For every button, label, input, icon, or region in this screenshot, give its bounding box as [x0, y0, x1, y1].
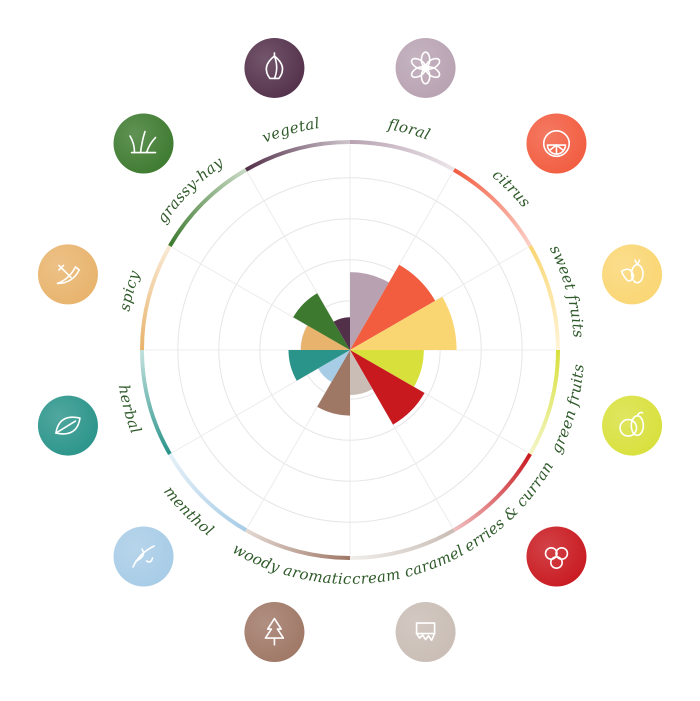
label-sweet-fruits: sweet fruits [546, 242, 588, 338]
grid-spoke [247, 349, 351, 528]
ring-arc-herbal [140, 349, 172, 455]
category-icons [37, 37, 663, 663]
wedge-sweet-fruits [350, 296, 457, 350]
wedge-woody-aromatic [317, 350, 350, 416]
flower-icon [395, 37, 456, 98]
berries-icon [526, 526, 587, 587]
ring-arc-menthol [168, 452, 248, 532]
herb-leaf-icon [37, 395, 98, 456]
onion-icon [244, 37, 305, 98]
ring-arc-grassy-hay [168, 168, 248, 248]
label-green-fruits: green fruits [547, 363, 588, 456]
label-herbal: herbal [115, 383, 145, 436]
lemon-slice-icon [526, 113, 587, 174]
ring-arc-floral [349, 140, 455, 172]
wedge-green-fruits [350, 350, 424, 387]
grass-icon [113, 113, 174, 174]
ring-arc-woody-aromatic [245, 528, 351, 560]
ring-arc-cream-caramel [349, 528, 455, 560]
wedge-cream-caramel [350, 350, 373, 396]
ring-arc-citrus [452, 168, 532, 248]
wedge-menthol [318, 350, 350, 382]
wedge-floral [350, 272, 389, 350]
ring-arc-green-fruits [528, 349, 560, 455]
wedge-herbal [288, 350, 350, 381]
wedges [288, 264, 457, 425]
grid-spoke [172, 349, 351, 453]
label-woody-aromatic: woody aromatic [230, 540, 352, 588]
label-spicy: spicy [115, 268, 143, 313]
wedge-berries-and-currant [350, 350, 425, 425]
label-floral: floral [386, 115, 433, 144]
ring-arc-vegetal [245, 140, 351, 172]
strawberry-pineapple-icon [602, 244, 663, 305]
caramel-block-icon [395, 602, 456, 663]
wedge-citrus [350, 264, 436, 350]
pine-tree-icon [244, 602, 305, 663]
wedge-grassy-hay [293, 293, 350, 350]
wedge-vegetal [333, 317, 350, 350]
menthol-leaf-icon [113, 526, 174, 587]
ring-arc-spicy [140, 245, 172, 351]
label-citrus: citrus [489, 166, 535, 211]
ring-arc-berries-and-currant [452, 452, 532, 532]
outer-ring [140, 140, 560, 560]
chili-pepper-icon [37, 244, 98, 305]
label-menthol: menthol [160, 482, 217, 539]
apple-pear-icon [602, 395, 663, 456]
label-vegetal: vegetal [260, 114, 321, 146]
wedge-spicy [300, 325, 350, 350]
ring-arc-sweet-fruits [528, 245, 560, 351]
